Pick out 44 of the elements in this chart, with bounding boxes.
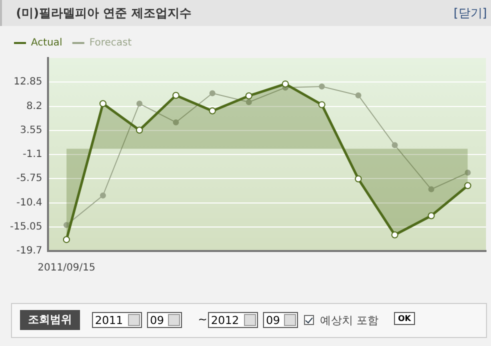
point [355, 92, 362, 98]
point [428, 186, 434, 192]
point [172, 92, 180, 99]
point [208, 107, 216, 114]
legend-label: Actual [31, 38, 62, 49]
text: 예상치 포함 [320, 313, 378, 328]
y-tick-label: -15.05 [10, 221, 42, 232]
y-tick-label: -5.75 [16, 173, 42, 184]
point [428, 212, 435, 220]
point [318, 84, 325, 90]
point [464, 170, 471, 176]
y-tick-label: 3.55 [20, 124, 42, 136]
point [282, 80, 289, 88]
point [464, 182, 472, 190]
point [136, 126, 143, 134]
legend-label: Forecast [89, 38, 132, 49]
text: 2011 [92, 312, 142, 328]
y-tick-label: 12.85 [14, 76, 42, 88]
point [392, 142, 398, 148]
point [391, 231, 398, 238]
text: 09 [147, 312, 182, 328]
point [246, 99, 252, 106]
text: OK [394, 312, 415, 325]
y-tick-label: -19.7 [16, 246, 42, 257]
y-tick-label: -10.4 [16, 197, 42, 208]
point [245, 92, 252, 100]
point [136, 100, 142, 107]
y-tick-label: -1.1 [22, 149, 42, 160]
text: ~ [198, 313, 208, 326]
x-tick-label: 2011/09/15 [38, 262, 96, 274]
y-tick-label: 8.2 [26, 100, 42, 112]
point [318, 101, 326, 108]
text: 2012 [208, 312, 258, 328]
point [100, 192, 106, 198]
chart-title: (미)필라델피아 연준 제조업지수 [16, 5, 192, 22]
point [209, 90, 216, 96]
point [62, 236, 70, 244]
text: 조회범위 [20, 310, 80, 330]
text: [닫기] [454, 5, 487, 22]
point [99, 100, 106, 108]
point [354, 175, 362, 182]
text: 09 [263, 312, 298, 328]
point [63, 222, 70, 228]
point [172, 119, 179, 126]
